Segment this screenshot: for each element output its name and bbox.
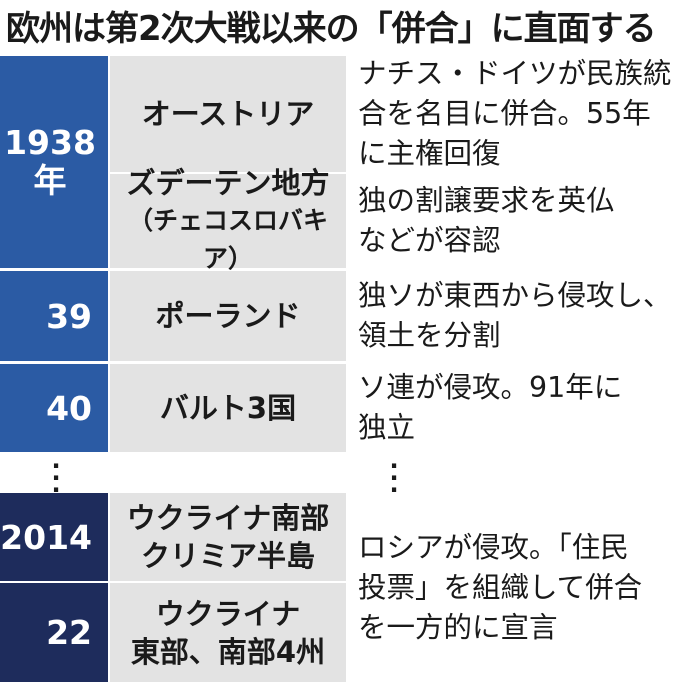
region-sudetenland-label: ズデーテン地方 xyxy=(126,166,330,200)
year-22-cell: 22 xyxy=(0,583,108,682)
year-40-cell: 40 xyxy=(0,364,108,452)
region-baltic: バルト3国 xyxy=(110,364,346,452)
region-austria-label: オーストリア xyxy=(141,97,315,131)
region-four-oblasts-label: ウクライナ 東部、南部4州 xyxy=(130,596,326,669)
region-poland-label: ポーランド xyxy=(155,299,301,333)
year-1938-number: 1938 xyxy=(4,123,96,162)
ellipsis-left-icon: · · · xyxy=(51,452,61,504)
year-2014-cell: 2014 xyxy=(0,493,108,581)
ellipsis-right-icon: · · · xyxy=(389,452,399,504)
region-poland: ポーランド xyxy=(110,271,346,361)
region-austria: オーストリア xyxy=(110,56,346,172)
year-22-label: 22 xyxy=(46,613,92,652)
region-baltic-label: バルト3国 xyxy=(159,391,297,425)
year-2014-label: 2014 xyxy=(0,517,92,557)
desc-russia-annexation: ロシアが侵攻。「住民 投票」を組織して併合 を一方的に宣言 xyxy=(346,493,680,682)
region-crimea: ウクライナ南部 クリミア半島 xyxy=(110,493,346,581)
desc-austria: ナチス・ドイツが民族統 合を名目に併合。55年 に主権回復 xyxy=(346,56,680,172)
region-sudetenland: ズデーテン地方 （チェコスロバキア） xyxy=(110,166,346,273)
region-four-oblasts: ウクライナ 東部、南部4州 xyxy=(110,583,346,682)
desc-baltic: ソ連が侵攻。91年に 独立 xyxy=(346,364,680,452)
year-40-label: 40 xyxy=(46,388,92,428)
year-1938-suffix: 年 xyxy=(33,161,67,200)
chart-title: 欧州は第2次大戦以来の「併合」に直面する xyxy=(6,9,657,49)
region-sudetenland-sub: （チェコスロバキア） xyxy=(127,206,328,273)
desc-sudetenland: 独の割譲要求を英仏 などが容認 xyxy=(346,174,680,268)
year-39-cell: 39 xyxy=(0,271,108,361)
year-39-label: 39 xyxy=(46,296,92,336)
year-1938-cell: 1938 年 xyxy=(0,56,108,268)
desc-poland: 独ソが東西から侵攻し、 領土を分割 xyxy=(346,271,680,361)
region-crimea-label: ウクライナ南部 クリミア半島 xyxy=(126,501,330,573)
